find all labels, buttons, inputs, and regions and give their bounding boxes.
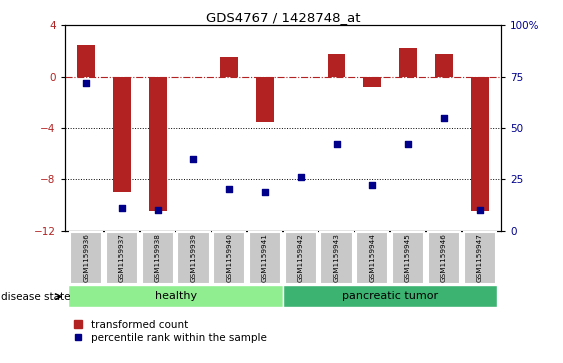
Point — [82, 80, 91, 86]
Point — [439, 115, 448, 121]
Bar — [435, 54, 453, 77]
Bar — [399, 49, 417, 77]
Point — [475, 207, 484, 213]
FancyBboxPatch shape — [320, 232, 352, 284]
FancyBboxPatch shape — [70, 232, 102, 284]
Bar — [113, 77, 131, 192]
Bar — [149, 77, 167, 211]
Point — [261, 189, 270, 195]
FancyBboxPatch shape — [213, 232, 245, 284]
Bar — [328, 54, 346, 77]
Bar — [283, 285, 498, 307]
Point — [368, 183, 377, 188]
Text: GSM1159938: GSM1159938 — [155, 233, 160, 282]
Point — [296, 174, 305, 180]
Text: GSM1159940: GSM1159940 — [226, 233, 233, 282]
FancyBboxPatch shape — [142, 232, 174, 284]
Bar — [220, 57, 238, 77]
Point — [118, 205, 127, 211]
Text: healthy: healthy — [155, 291, 196, 301]
Text: GSM1159943: GSM1159943 — [333, 233, 339, 282]
Point — [404, 142, 413, 147]
FancyBboxPatch shape — [463, 232, 495, 284]
FancyBboxPatch shape — [106, 232, 138, 284]
Text: GSM1159941: GSM1159941 — [262, 233, 268, 282]
Bar — [256, 77, 274, 122]
FancyBboxPatch shape — [356, 232, 388, 284]
FancyBboxPatch shape — [285, 232, 317, 284]
Bar — [363, 77, 381, 87]
Text: GSM1159936: GSM1159936 — [83, 233, 89, 282]
Text: GSM1159947: GSM1159947 — [477, 233, 482, 282]
Bar — [471, 77, 489, 211]
FancyBboxPatch shape — [392, 232, 424, 284]
Bar — [68, 285, 283, 307]
Text: GSM1159944: GSM1159944 — [369, 233, 376, 282]
FancyBboxPatch shape — [177, 232, 209, 284]
Point — [189, 156, 198, 162]
Text: GSM1159937: GSM1159937 — [119, 233, 125, 282]
FancyBboxPatch shape — [428, 232, 460, 284]
Point — [153, 207, 162, 213]
Text: GSM1159945: GSM1159945 — [405, 233, 411, 282]
Title: GDS4767 / 1428748_at: GDS4767 / 1428748_at — [205, 11, 360, 24]
FancyBboxPatch shape — [249, 232, 281, 284]
Text: GSM1159939: GSM1159939 — [190, 233, 196, 282]
Legend: transformed count, percentile rank within the sample: transformed count, percentile rank withi… — [70, 315, 271, 347]
Point — [225, 187, 234, 192]
Text: disease state: disease state — [1, 292, 70, 302]
Text: GSM1159942: GSM1159942 — [298, 233, 304, 282]
Point — [332, 142, 341, 147]
Text: pancreatic tumor: pancreatic tumor — [342, 291, 438, 301]
Text: GSM1159946: GSM1159946 — [441, 233, 447, 282]
Bar — [77, 45, 95, 77]
